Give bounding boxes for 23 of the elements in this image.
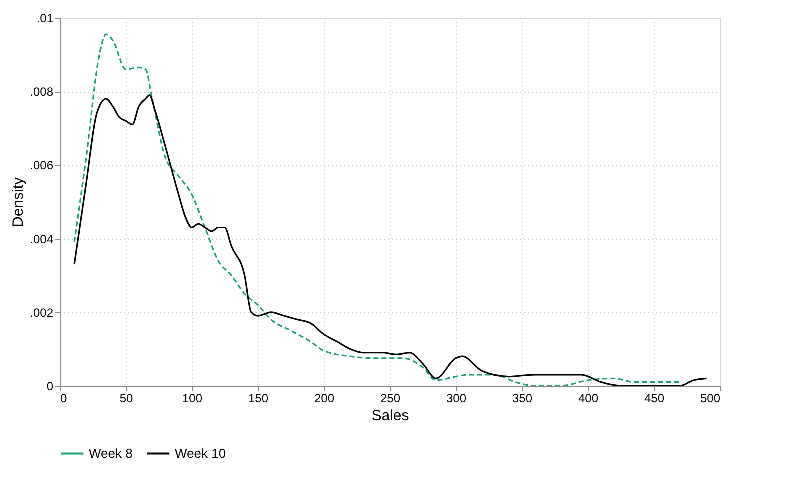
x-tick-label: 150 (248, 392, 269, 406)
x-tick-label: 200 (314, 392, 335, 406)
y-tick-label: .006 (30, 158, 54, 173)
y-axis-title: Density (10, 177, 28, 228)
x-tick-label: 300 (446, 392, 467, 406)
y-tick-label: 0 (46, 380, 54, 394)
x-tick-label: 250 (380, 392, 401, 406)
legend-label: Week 10 (175, 446, 226, 461)
x-tick-label: 50 (120, 392, 134, 406)
line-series (74, 34, 682, 386)
legend-label: Week 8 (89, 446, 133, 461)
line-series (74, 94, 708, 386)
y-tick-label: .004 (30, 232, 54, 246)
y-tick-label: .01 (36, 12, 54, 26)
x-tick-label: 500 (700, 392, 721, 406)
y-tick-label: .002 (30, 306, 54, 320)
x-tick-label: 450 (644, 392, 665, 406)
y-tick-label: .008 (30, 85, 54, 100)
x-tick-label: 400 (578, 392, 599, 406)
x-tick-label: 100 (182, 392, 203, 406)
x-axis-title: Sales (372, 408, 410, 424)
x-tick-label: 0 (60, 392, 68, 406)
x-tick-label: 350 (512, 392, 533, 406)
